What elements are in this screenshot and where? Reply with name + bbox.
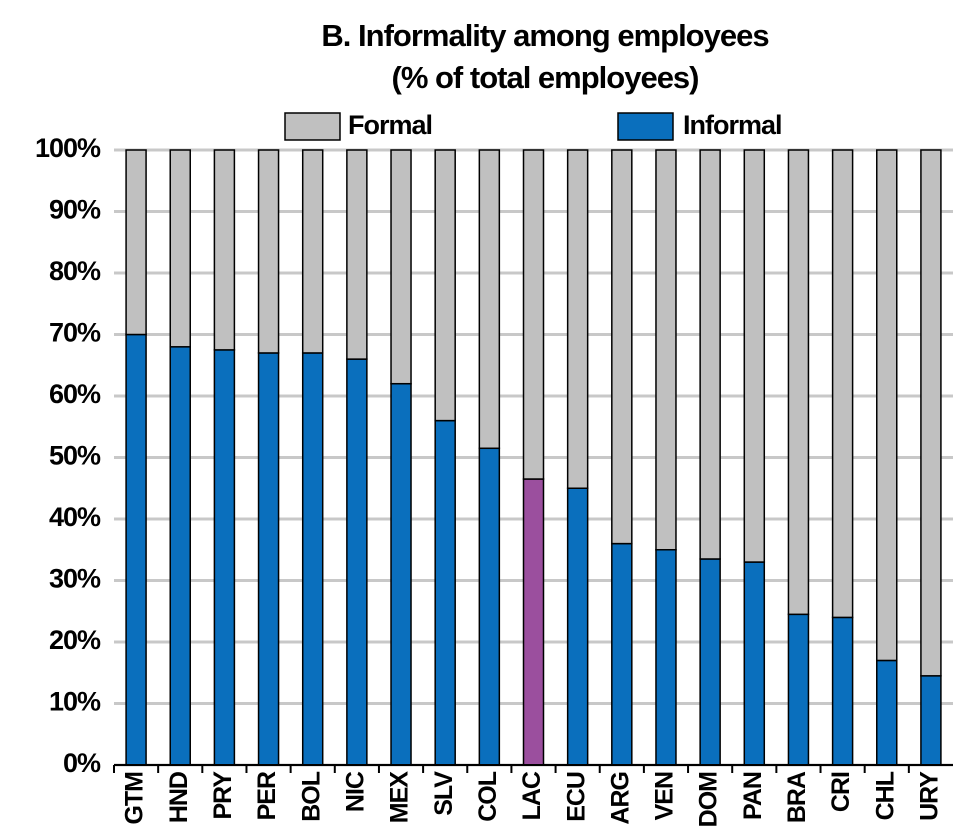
y-tick-label: 60%: [49, 379, 101, 409]
x-tick-label: ECU: [562, 772, 590, 822]
bar-segment: [169, 149, 191, 348]
bar-segment: [876, 659, 898, 766]
bar-segment: [699, 558, 721, 766]
bar-segment: [611, 542, 633, 766]
y-tick-label: 80%: [49, 256, 101, 286]
bar-segment: [831, 149, 854, 619]
x-tick-label: BOL: [297, 771, 325, 822]
y-tick-label: 50%: [49, 441, 101, 471]
bar-segment: [831, 616, 854, 766]
bar-segment: [257, 149, 280, 354]
x-tick-label: BRA: [783, 771, 811, 823]
bar-segment: [301, 352, 324, 766]
bar-segment: [699, 149, 721, 560]
x-tick-label: HND: [165, 772, 193, 823]
bar-segment: [522, 478, 545, 766]
x-tick-label: LAC: [518, 771, 546, 820]
x-tick-label: COL: [474, 771, 502, 822]
bar-segment: [125, 333, 147, 766]
chart-subtitle: (% of total employees): [392, 60, 699, 95]
bar-segment: [213, 349, 236, 766]
bar-segment: [478, 149, 501, 450]
bar-segment: [169, 346, 191, 766]
bar-segment: [346, 358, 368, 766]
bar-segment: [566, 487, 589, 766]
bar-segment: [655, 549, 677, 766]
bar-segment: [920, 149, 942, 677]
legend-swatch: [284, 112, 341, 141]
bar-segment: [390, 149, 412, 385]
y-tick-label: 40%: [49, 502, 101, 532]
x-tick-label: SLV: [430, 771, 458, 816]
x-tick-label: CHL: [871, 771, 899, 820]
x-tick-label: PRY: [209, 771, 237, 820]
y-tick-label: 70%: [49, 318, 101, 348]
bar-segment: [301, 149, 324, 354]
bar-segment: [787, 149, 810, 616]
bar-segment: [257, 352, 280, 766]
legend-label: Informal: [683, 110, 782, 140]
bar-segment: [787, 613, 810, 766]
bar-segment: [346, 149, 368, 360]
legend-label: Formal: [348, 110, 432, 140]
x-tick-label: GTM: [121, 772, 149, 825]
legend-swatch: [617, 112, 674, 141]
y-tick-label: 90%: [49, 195, 101, 225]
y-tick-label: 30%: [49, 564, 101, 594]
x-tick-label: MEX: [386, 771, 414, 824]
y-tick-label: 100%: [35, 133, 101, 163]
bar-segment: [566, 149, 589, 489]
x-tick-label: PER: [253, 771, 281, 820]
bar-segment: [390, 382, 412, 766]
x-tick-label: VEN: [651, 772, 679, 820]
x-tick-label: NIC: [341, 771, 369, 812]
bar-segment: [876, 149, 898, 662]
x-tick-label: CRI: [827, 772, 855, 812]
bar-segment: [434, 419, 456, 766]
bar-segment: [125, 149, 147, 336]
y-tick-label: 20%: [49, 625, 101, 655]
bar-segment: [920, 675, 942, 766]
y-tick-label: 10%: [49, 687, 101, 717]
chart-title: B. Informality among employees: [321, 18, 768, 53]
bar-segment: [743, 149, 766, 563]
x-tick-label: ARG: [606, 772, 634, 825]
y-tick-label: 0%: [63, 748, 101, 778]
x-tick-label: PAN: [739, 772, 767, 820]
bar-segment: [743, 561, 766, 766]
bar-segment: [478, 447, 501, 766]
bar-segment: [611, 149, 633, 545]
x-tick-label: URY: [916, 771, 944, 821]
bar-segment: [213, 149, 236, 351]
bar-segment: [434, 149, 456, 422]
bar-segment: [655, 149, 677, 551]
x-tick-label: DOM: [695, 772, 723, 828]
bar-segment: [522, 149, 545, 480]
